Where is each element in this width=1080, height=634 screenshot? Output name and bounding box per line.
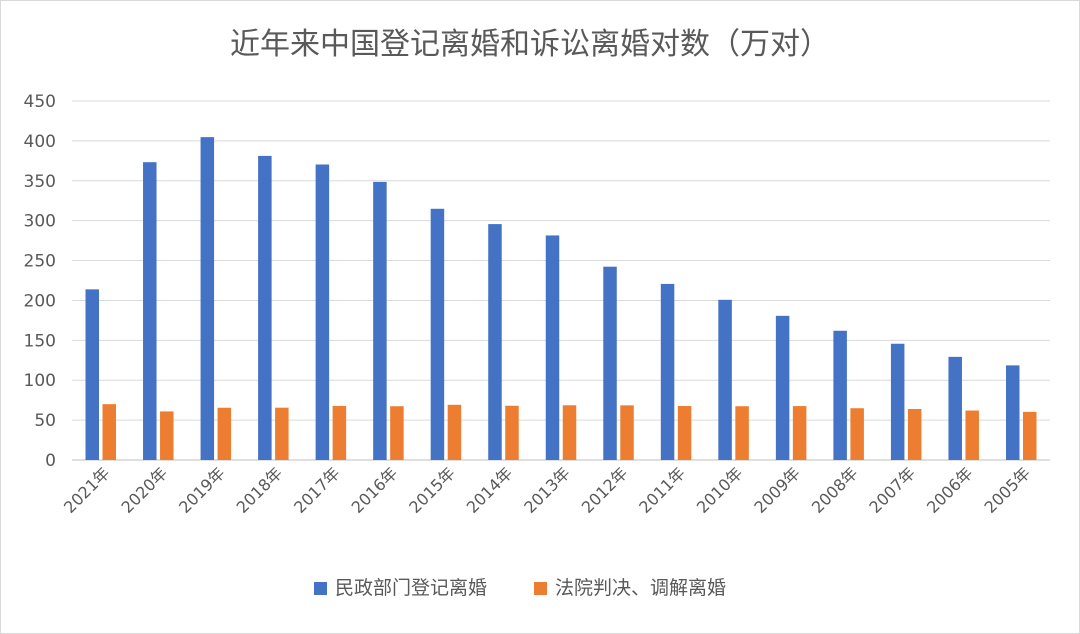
y-tick-label: 400 [24, 132, 56, 152]
bar-court-divorce [620, 405, 634, 460]
x-tick-label: 2020年 [118, 463, 172, 517]
x-tick-label: 2007年 [865, 463, 919, 517]
legend-swatch [534, 582, 547, 595]
bar-registered-divorce [258, 155, 272, 460]
bar-court-divorce [965, 410, 979, 460]
bar-registered-divorce [85, 289, 100, 460]
bar-registered-divorce [545, 235, 560, 460]
bar-registered-divorce [660, 283, 675, 460]
bars [85, 137, 1037, 460]
y-tick-label: 350 [24, 172, 56, 192]
legend-swatch [314, 582, 327, 595]
bar-registered-divorce [143, 162, 157, 460]
legend: 民政部门登记离婚 法院判决、调解离婚 [314, 577, 726, 599]
bar-registered-divorce [373, 181, 387, 460]
y-tick-label: 200 [24, 291, 56, 311]
y-tick-label: 300 [24, 212, 56, 232]
chart-title: 近年来中国登记离婚和诉讼离婚对数（万对） [230, 27, 830, 62]
bar-registered-divorce [200, 137, 215, 460]
x-tick-label: 2018年 [233, 463, 287, 517]
x-tick-label: 2015年 [405, 463, 459, 517]
bar-registered-divorce [603, 266, 617, 460]
y-tick-label: 150 [24, 331, 56, 351]
x-tick-label: 2006年 [923, 463, 977, 517]
x-tick-label: 2016年 [348, 463, 402, 517]
bar-court-divorce [160, 411, 174, 460]
bar-court-divorce [390, 406, 404, 460]
bar-court-divorce [850, 408, 864, 460]
bar-registered-divorce [833, 330, 847, 460]
y-tick-label: 450 [24, 92, 56, 112]
bar-court-divorce [792, 406, 807, 460]
x-tick-label: 2012年 [578, 463, 632, 517]
x-tick-label: 2011年 [635, 463, 689, 517]
x-axis-ticks: 2021年 2020年 2019年 2018年 2017年 2016年 2015年 2014年… [60, 463, 1034, 517]
x-tick-label: 2019年 [175, 463, 229, 517]
bar-court-divorce [102, 404, 117, 460]
x-tick-label: 2005年 [981, 463, 1035, 517]
bar-registered-divorce [775, 315, 790, 460]
y-tick-label: 250 [24, 252, 56, 272]
bar-registered-divorce [890, 343, 905, 460]
bar-registered-divorce [488, 224, 502, 460]
legend-label: 民政部门登记离婚 [335, 577, 487, 599]
bar-registered-divorce [315, 164, 330, 460]
bar-court-divorce [735, 406, 749, 460]
x-tick-label: 2021年 [60, 463, 114, 517]
bar-court-divorce [332, 405, 347, 460]
bar-court-divorce [275, 407, 289, 460]
x-tick-label: 2014年 [463, 463, 517, 517]
x-tick-label: 2013年 [520, 463, 574, 517]
legend-label: 法院判决、调解离婚 [555, 577, 726, 599]
bar-court-divorce [447, 404, 462, 460]
x-tick-label: 2017年 [290, 463, 344, 517]
bar-court-divorce [1022, 411, 1037, 460]
gridlines [72, 100, 1050, 461]
bar-court-divorce [217, 407, 232, 460]
x-tick-label: 2009年 [750, 463, 804, 517]
bar-court-divorce [677, 405, 692, 460]
bar-registered-divorce [1005, 365, 1020, 460]
y-tick-label: 0 [45, 451, 56, 471]
y-tick-label: 50 [34, 411, 56, 431]
y-axis-ticks: 0 50 100 150 200 250 300 350 400 450 [24, 92, 56, 471]
bar-registered-divorce [430, 208, 445, 460]
y-tick-label: 100 [24, 371, 56, 391]
x-tick-label: 2008年 [808, 463, 862, 517]
bar-registered-divorce [718, 299, 732, 460]
x-tick-label: 2010年 [693, 463, 747, 517]
bar-registered-divorce [948, 356, 962, 460]
bar-court-divorce [907, 409, 922, 460]
bar-court-divorce [562, 405, 577, 460]
bar-court-divorce [505, 405, 519, 460]
